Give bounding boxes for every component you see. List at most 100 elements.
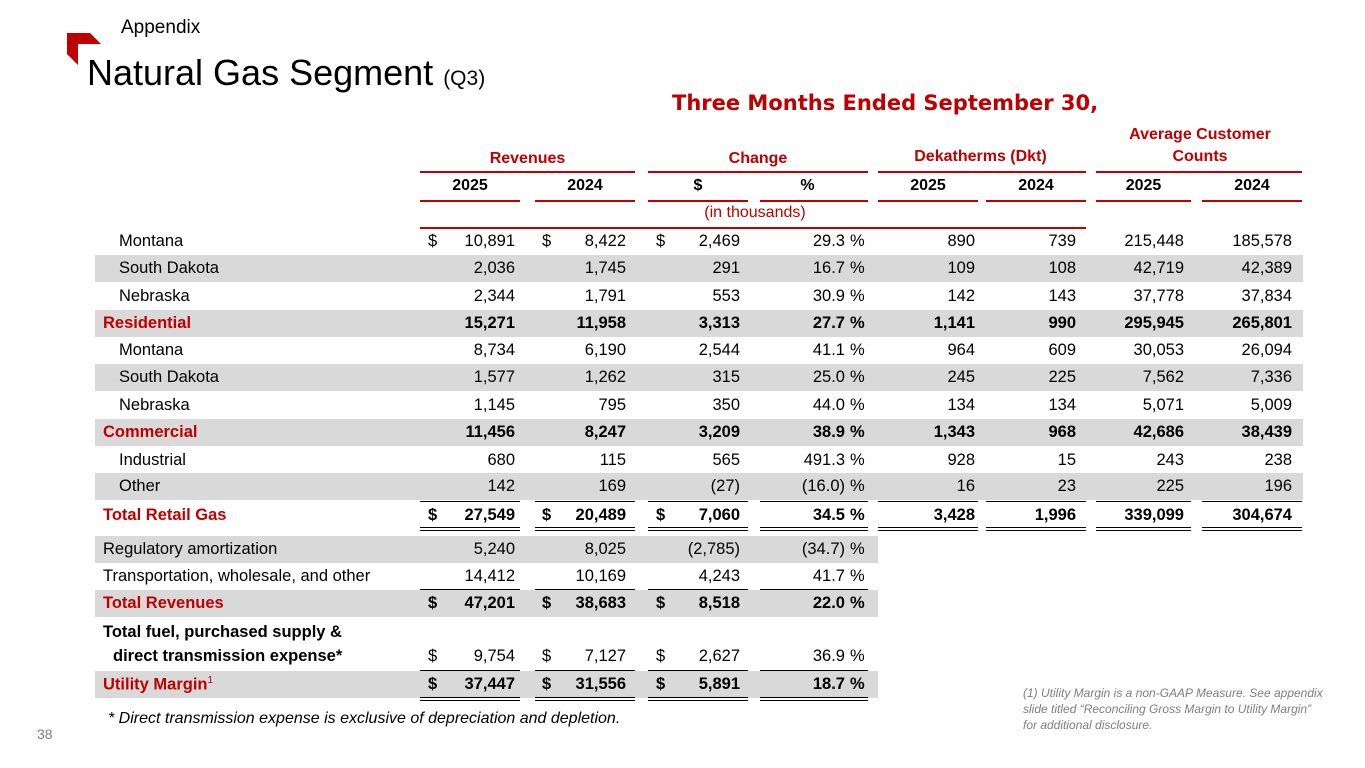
cust-2024-cell: 7,336: [1250, 368, 1292, 386]
percent-symbol: %: [850, 341, 865, 359]
rev-2025-cell: 1,145: [473, 396, 515, 414]
rev-2024-cell: 169: [598, 477, 626, 495]
percent-symbol: %: [850, 287, 865, 305]
rev-2025-cell: 680: [487, 451, 515, 469]
cust-2024-cell: 196: [1264, 477, 1292, 495]
change-cell: (27): [710, 477, 740, 495]
percent-symbol: %: [850, 423, 865, 441]
cust-2024-cell: 42,389: [1241, 259, 1292, 277]
dkt-2024-cell: 739: [1048, 232, 1076, 250]
year-rule: [760, 200, 868, 202]
dkt-2025-cell: 245: [947, 368, 975, 386]
change-cell: 553: [712, 287, 740, 305]
year-cust-2024: 2024: [1234, 177, 1270, 194]
year-rule: [420, 200, 520, 202]
year-dkt-2024: 2024: [1018, 177, 1054, 194]
footnote-utility-margin: (1) Utility Margin is a non-GAAP Measure…: [1023, 686, 1323, 732]
rev-2024-cell: 10,169: [575, 567, 626, 585]
row-label: Total Retail Gas: [103, 506, 227, 524]
header-rule: [1096, 171, 1302, 173]
currency-symbol: $: [542, 506, 552, 524]
percent-symbol: %: [850, 477, 865, 495]
percent-symbol: %: [850, 506, 865, 524]
cust-2024-cell: 265,801: [1232, 314, 1292, 332]
dkt-2024-cell: 108: [1048, 259, 1076, 277]
row-label: Transportation, wholesale, and other: [103, 567, 371, 585]
year-cust-2025: 2025: [1125, 177, 1162, 194]
year-rule: [1096, 200, 1191, 202]
change-pct-cell: 18.7: [812, 675, 845, 693]
currency-symbol: $: [428, 232, 438, 250]
cust-2025-cell: 30,053: [1133, 341, 1184, 359]
rev-2025-cell: 5,240: [473, 540, 515, 558]
change-pct-cell: 29.3: [812, 232, 845, 250]
dkt-2025-cell: 1,141: [933, 314, 975, 332]
table-row-utility-margin: Utility Margin1 $ 37,447 $ 31,556 $ 5,89…: [0, 671, 1310, 698]
table-row-total-retail-gas: Total Retail Gas $ 27,549 $ 20,489 $ 7,0…: [0, 502, 1310, 529]
row-band: [95, 255, 1303, 282]
cust-2025-cell: 42,686: [1133, 423, 1184, 441]
table-row-commercial-montana: Montana 8,734 6,190 2,544 41.1 % 964 609…: [0, 337, 1310, 364]
table-row-total-revenues: Total Revenues $ 47,201 $ 38,683 $ 8,518…: [0, 590, 1310, 617]
cust-2024-cell: 37,834: [1241, 287, 1292, 305]
rev-2025-cell: 11,456: [465, 423, 515, 441]
change-cell: 3,209: [698, 423, 740, 441]
change-cell: 315: [712, 368, 740, 386]
change-cell: 5,891: [698, 675, 740, 693]
subtotal-line: [420, 501, 520, 502]
page-number: 38: [37, 726, 53, 742]
total-fuel-label-line2: direct transmission expense*: [113, 647, 343, 665]
rev-2025-cell: 37,447: [464, 675, 515, 693]
row-band: [95, 590, 878, 617]
double-underline: [648, 527, 748, 531]
subtotal-line: [420, 670, 520, 671]
currency-symbol: $: [656, 232, 666, 250]
subtotal-line: [648, 670, 748, 671]
row-label: Regulatory amortization: [103, 540, 278, 558]
rev-2025-cell: 8,734: [473, 341, 515, 359]
dkt-2025-cell: 134: [947, 396, 975, 414]
dkt-2024-cell: 15: [1057, 451, 1076, 469]
double-underline: [535, 697, 635, 701]
year-rev-2024: 2024: [567, 177, 603, 194]
row-label: South Dakota: [119, 259, 219, 277]
units-rule: [420, 227, 1086, 229]
dkt-2025-cell: 964: [947, 341, 975, 359]
table-row-residential-south-dakota: South Dakota 2,036 1,745 291 16.7 % 109 …: [0, 255, 1310, 282]
year-rule: [648, 200, 748, 202]
change-cell: 2,627: [698, 647, 740, 665]
row-label: Total Revenues: [103, 594, 224, 612]
rev-2025-cell: 1,577: [473, 368, 515, 386]
subtotal-line: [648, 501, 748, 502]
double-underline: [420, 527, 520, 531]
row-label: Other: [119, 477, 161, 495]
double-underline: [535, 527, 635, 531]
dkt-2025-cell: 109: [947, 259, 975, 277]
currency-symbol: $: [542, 647, 552, 665]
year-rule: [535, 200, 635, 202]
double-underline: [648, 697, 748, 701]
row-label: Nebraska: [119, 287, 190, 305]
double-underline: [760, 697, 868, 701]
group-header-revenues: Revenues: [489, 150, 566, 167]
subtotal-line: [535, 670, 635, 671]
currency-symbol: $: [428, 675, 438, 693]
cust-2025-cell: 5,071: [1142, 396, 1184, 414]
rev-2024-cell: 115: [599, 451, 626, 469]
subtotal-line: [760, 589, 868, 590]
table-row-residential-montana: Montana $ 10,891 $ 8,422 $ 2,469 29.3 % …: [0, 228, 1310, 255]
change-cell: 2,469: [698, 232, 740, 250]
dkt-2025-cell: 890: [947, 232, 975, 250]
rev-2024-cell: 6,190: [584, 341, 626, 359]
currency-symbol: $: [428, 647, 438, 665]
rev-2025-cell: 47,201: [464, 594, 515, 612]
dkt-2024-cell: 225: [1048, 368, 1076, 386]
rev-2024-cell: 31,556: [575, 675, 626, 693]
footnote-direct-transmission: * Direct transmission expense is exclusi…: [108, 710, 621, 727]
cust-2025-cell: 42,719: [1133, 259, 1184, 277]
dkt-2025-cell: 1,343: [933, 423, 975, 441]
row-label: Residential: [103, 314, 192, 332]
percent-symbol: %: [850, 675, 865, 693]
year-rule: [878, 200, 978, 202]
subtotal-line: [648, 589, 748, 590]
